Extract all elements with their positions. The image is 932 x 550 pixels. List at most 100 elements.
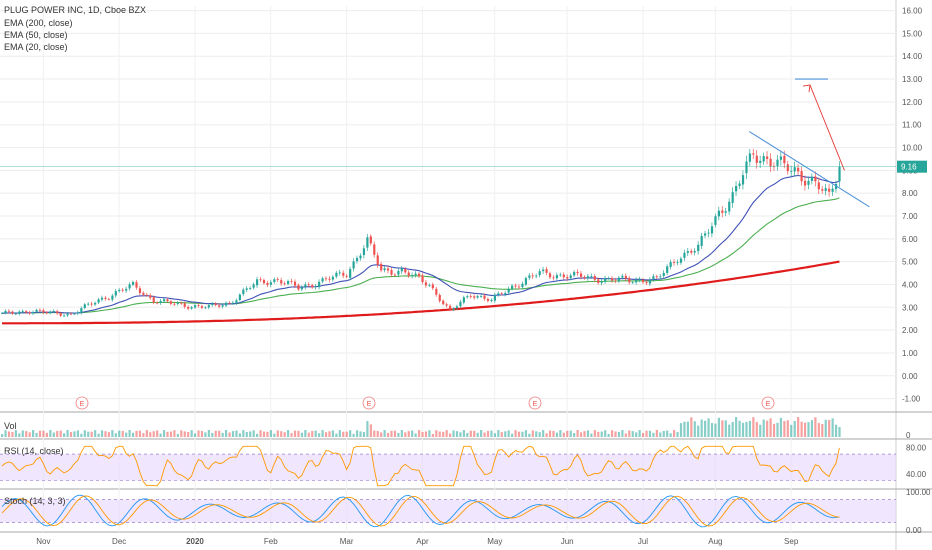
volume-bar [397,432,400,437]
volume-bar [528,433,531,437]
volume-bar [793,421,796,437]
candle-body [452,308,455,310]
volume-bar [724,420,727,437]
earnings-marker[interactable] [75,396,89,410]
candle-body [87,303,90,305]
volume-bar [125,432,128,437]
candle-body [607,278,610,279]
candle-body [686,251,689,253]
volume-bar [731,421,734,437]
candle-body [621,275,624,278]
volume-bar [442,431,445,437]
candle-body [69,313,73,315]
candle-body [162,299,166,302]
candle-body [700,235,703,246]
candle-body [235,300,238,304]
candle-body [159,300,162,304]
volume-bar [231,431,235,437]
volume-bar [321,430,324,437]
projection-arrow[interactable] [809,84,845,171]
time-tick-label: Nov [36,537,50,546]
volume-bar [666,430,669,437]
volume-bar [824,419,827,437]
volume-bar [462,430,465,437]
volume-bar [266,431,269,437]
earnings-marker[interactable] [528,396,542,410]
rsi-pane [0,445,896,487]
volume-bar [52,432,55,437]
volume-bar [297,430,300,437]
volume-bar [638,430,641,437]
candle-body [542,269,545,272]
chart-drawings[interactable] [748,78,870,208]
volume-bar [803,422,807,437]
volume-bar [383,430,386,437]
volume-bar [659,432,662,437]
volume-bar [135,430,138,437]
candle-body [352,261,355,269]
volume-bar [242,430,245,437]
volume-bar [104,431,107,437]
candle-body [704,233,707,236]
candle-body [524,278,528,285]
candle-body [648,279,652,284]
axes: 16.0015.0014.0013.0012.0011.0010.009.008… [0,7,931,546]
volume-label: Vol [4,421,17,431]
volume-bar [417,430,421,437]
candle-body [28,312,31,314]
candle-body [762,156,765,162]
volume-tick-label: 0 [906,431,911,440]
candle-body [604,278,607,282]
volume-bar [169,431,173,437]
volume-bar [411,430,414,437]
volume-bar [373,430,376,437]
candle-body [562,274,565,278]
candle-body [821,189,824,191]
volume-bar [431,433,434,437]
volume-bar [683,421,686,437]
candle-body [514,285,517,287]
candle-body [652,276,655,280]
volume-bar [604,430,607,437]
ema-200-legend[interactable]: EMA (200, close) [4,18,73,28]
volume-bar [752,417,755,437]
volume-bar [28,432,31,437]
ema-50-legend[interactable]: EMA (50, close) [4,30,68,40]
descending-trendline[interactable] [748,131,870,208]
volume-bar [280,431,283,437]
candle-body [169,301,173,304]
candle-body [552,277,555,279]
volume-bar [100,430,104,437]
volume-bar [817,422,820,437]
candle-body [225,302,228,306]
volume-bar [197,430,200,437]
volume-bar [524,430,528,437]
volume-bar [362,432,366,437]
candle-body [417,273,421,277]
volume-bar [700,419,703,437]
time-tick-label: Apr [416,537,429,546]
candle-body [507,288,510,293]
candle-body [455,306,459,309]
volume-bar [486,430,490,437]
volume-bar [211,432,214,437]
candle-body [176,302,179,305]
earnings-marker[interactable] [761,396,775,410]
volume-bar [293,430,297,437]
volume-bar [566,430,569,437]
candle-body [673,262,676,263]
candle-body [442,300,445,305]
volume-bar [111,430,114,437]
candle-body [559,274,562,276]
candle-body [469,296,472,298]
price-tick-label: 6.00 [902,235,918,244]
volume-bar [393,430,397,437]
earnings-marker[interactable] [362,396,376,410]
volume-bar [345,431,348,437]
volume-bar [597,431,600,437]
ema-20-legend[interactable]: EMA (20, close) [4,42,68,52]
volume-bar [469,430,472,437]
price-tick-label: 13.00 [902,75,923,84]
